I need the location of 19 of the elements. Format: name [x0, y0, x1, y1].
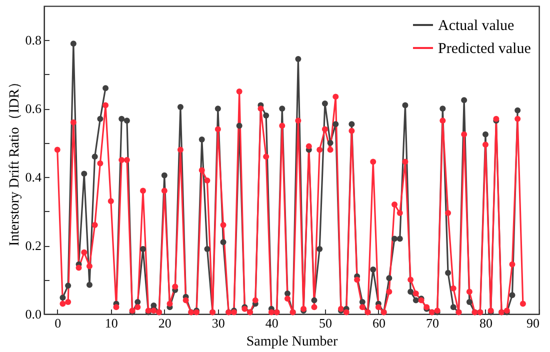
y-axis-title: Interstory Drift Ratio（IDR） [7, 74, 22, 246]
x-tick-label: 20 [158, 316, 172, 330]
x-tick-label: 70 [426, 316, 439, 330]
y-tick-label: 0.4 [25, 170, 42, 185]
legend-label: Actual value [438, 18, 515, 34]
x-tick-label: 10 [104, 316, 118, 330]
y-tick-label: 0.2 [25, 238, 42, 254]
x-tick-label: 0 [54, 316, 62, 330]
x-tick-label: 50 [318, 316, 332, 330]
y-tick-label: 0.8 [25, 32, 42, 48]
x-axis-title: Sample Number [246, 334, 338, 350]
x-tick-label: 30 [212, 316, 225, 330]
y-tick-label: 0.0 [25, 306, 42, 322]
x-tick-label: 80 [479, 316, 492, 330]
x-tick-label: 60 [372, 316, 386, 330]
y-tick-label: 0.6 [25, 101, 42, 116]
x-tick-label: 40 [265, 316, 278, 330]
x-tick-label: 90 [526, 316, 540, 330]
legend-label: Predicted value [438, 41, 532, 57]
